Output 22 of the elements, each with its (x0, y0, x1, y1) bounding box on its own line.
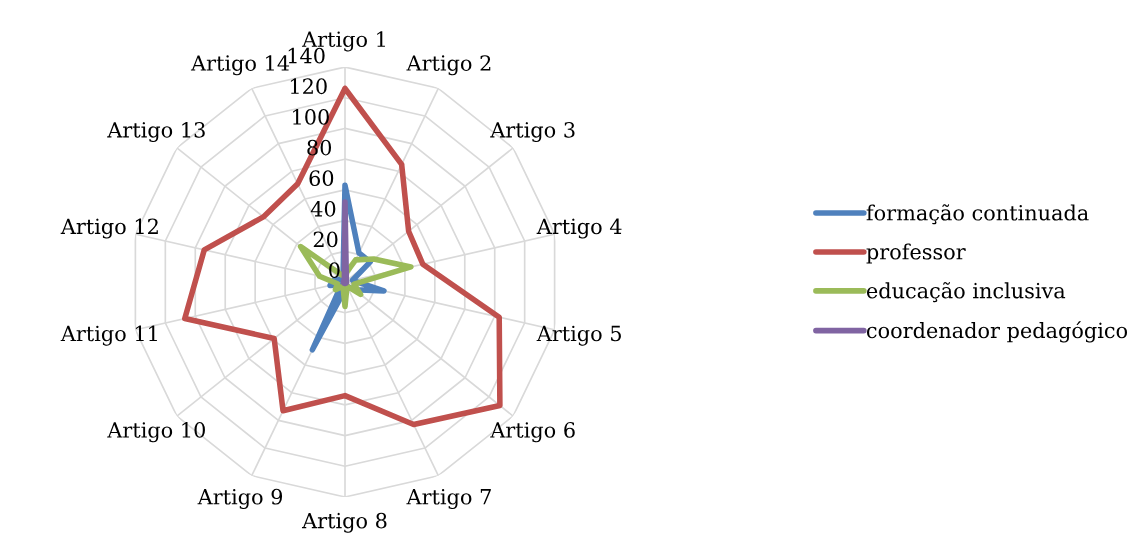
spoke-label: Artigo 10 (107, 422, 205, 443)
spoke-label: Artigo 13 (107, 121, 205, 143)
legend-label: professor (866, 243, 966, 264)
legend-label: coordenador pedagógico (866, 321, 1128, 343)
spoke-label: Artigo 14 (190, 55, 290, 76)
y-tick-label: 120 (290, 78, 327, 95)
y-tick-label: 100 (293, 109, 329, 125)
y-tick-label: 60 (309, 170, 334, 187)
spoke-label: Artigo 2 (406, 55, 491, 76)
spoke-label: Artigo 5 (536, 325, 621, 346)
spoke-label: Artigo 7 (406, 488, 491, 509)
y-tick-label: 20 (313, 231, 338, 248)
spoke-label: Artigo 6 (490, 422, 575, 443)
spoke-label: Artigo 11 (60, 325, 157, 346)
spoke-label: Artigo 3 (490, 121, 575, 143)
spoke-label: Artigo 8 (301, 512, 387, 533)
legend-label: educação inclusiva (866, 281, 1066, 303)
spoke-label: Artigo 9 (197, 488, 283, 509)
y-tick-label: 40 (310, 200, 336, 217)
legend-label: formação continuada (866, 204, 1089, 225)
spoke-label: Artigo 12 (60, 218, 158, 239)
spoke-label: Artigo 4 (536, 218, 622, 239)
